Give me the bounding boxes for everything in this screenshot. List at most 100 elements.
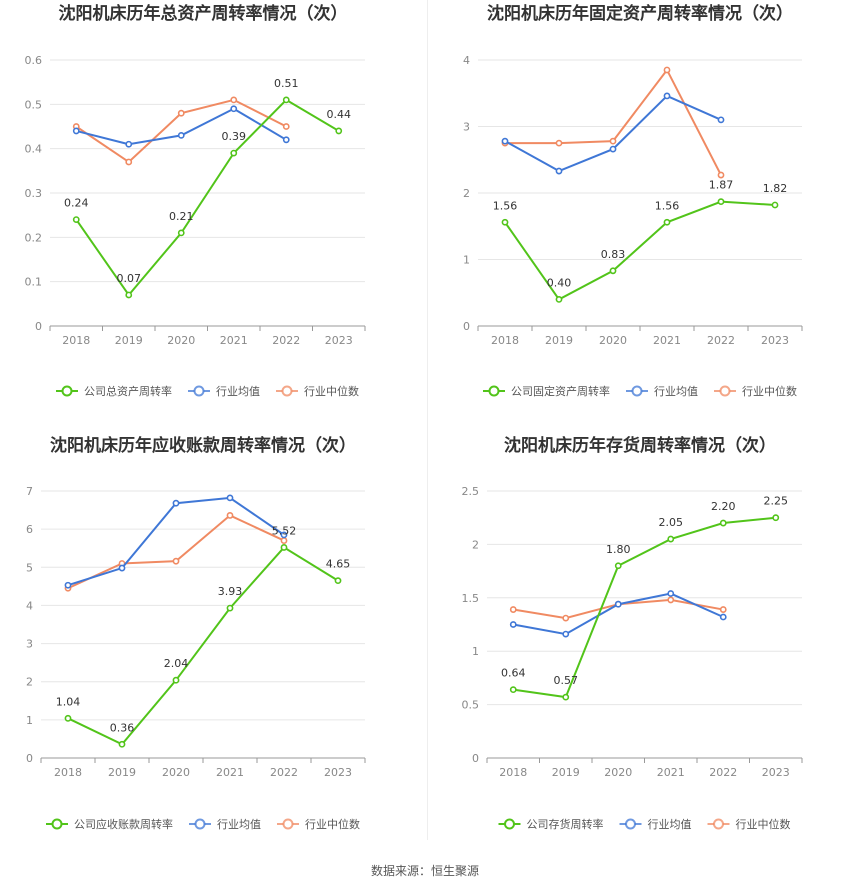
data-point-average bbox=[230, 105, 238, 113]
y-tick-label: 2.5 bbox=[462, 485, 480, 498]
data-label: 0.07 bbox=[117, 272, 142, 285]
chart-panel-fixed-asset-turnover: 沈阳机床历年固定资产周转率情况（次） 0 1 2 3 4 2018 2019 2020 2021 2… bbox=[425, 0, 850, 430]
data-point-median bbox=[282, 123, 290, 130]
y-tick-label: 3 bbox=[26, 638, 33, 651]
legend-label: 公司固定资产周转率 bbox=[511, 384, 610, 398]
data-point-median bbox=[509, 606, 517, 613]
data-label: 0.24 bbox=[64, 197, 89, 210]
data-label: 0.64 bbox=[501, 667, 526, 680]
data-point-median bbox=[719, 606, 727, 613]
data-point-average bbox=[72, 127, 80, 135]
x-tick-label: 2021 bbox=[216, 766, 244, 779]
chart-panel-receivables-turnover: 沈阳机床历年应收账款周转率情况（次） 0 1 2 3 4 5 6 7 2018 2019 2020 20… bbox=[0, 430, 425, 860]
data-label: 4.65 bbox=[326, 558, 351, 571]
data-point-average bbox=[562, 630, 570, 638]
data-label: 2.20 bbox=[711, 500, 736, 513]
data-point-company bbox=[562, 693, 570, 701]
data-point-median bbox=[717, 171, 725, 179]
data-point-average bbox=[719, 613, 727, 621]
y-tick-label: 0.6 bbox=[25, 54, 43, 67]
data-label: 0.40 bbox=[547, 276, 572, 289]
y-tick-label: 2 bbox=[472, 538, 479, 551]
data-point-median bbox=[663, 66, 671, 74]
series-line-company bbox=[75, 98, 340, 297]
legend-label: 公司存货周转率 bbox=[527, 817, 604, 831]
x-tick-label: 2019 bbox=[545, 334, 573, 347]
series-line-average bbox=[67, 496, 285, 587]
data-point-average bbox=[280, 531, 288, 539]
legend-marker-icon bbox=[51, 818, 63, 830]
data-point-company bbox=[719, 519, 727, 527]
data-point-company bbox=[177, 229, 185, 237]
data-point-average bbox=[125, 140, 133, 148]
data-label: 2.25 bbox=[764, 495, 789, 508]
data-point-median bbox=[667, 596, 675, 604]
x-tick-label: 2020 bbox=[599, 334, 627, 347]
data-label: 0.51 bbox=[274, 77, 299, 90]
series-line-company bbox=[504, 200, 776, 301]
x-tick-label: 2021 bbox=[220, 334, 248, 347]
data-label: 1.56 bbox=[655, 199, 680, 212]
data-point-company bbox=[772, 514, 780, 522]
y-tick-label: 1 bbox=[26, 714, 33, 727]
chart-title: 沈阳机床历年应收账款周转率情况（次） bbox=[50, 435, 356, 456]
data-point-company bbox=[118, 740, 126, 748]
x-tick-label: 2021 bbox=[653, 334, 681, 347]
data-point-average bbox=[501, 137, 509, 145]
y-tick-label: 0.2 bbox=[25, 231, 43, 244]
y-tick-label: 2 bbox=[463, 187, 470, 200]
data-point-company bbox=[226, 604, 234, 612]
legend-marker-icon bbox=[625, 818, 636, 830]
y-tick-label: 1.5 bbox=[462, 592, 480, 605]
legend-marker-icon bbox=[193, 385, 205, 397]
data-point-company bbox=[501, 218, 509, 226]
data-label: 5.52 bbox=[272, 524, 297, 537]
data-label: 0.83 bbox=[601, 248, 626, 261]
data-point-median bbox=[555, 139, 563, 147]
data-point-company bbox=[717, 198, 725, 206]
legend-label: 行业均值 bbox=[216, 385, 260, 398]
data-label: 0.21 bbox=[169, 210, 194, 223]
legend-label: 行业均值 bbox=[217, 818, 261, 831]
legend-marker-icon bbox=[61, 385, 73, 397]
data-label: 0.36 bbox=[110, 721, 135, 734]
x-tick-label: 2019 bbox=[552, 766, 580, 779]
legend-marker-icon bbox=[194, 818, 206, 830]
y-tick-label: 0 bbox=[26, 752, 33, 765]
legend-label: 行业中位数 bbox=[742, 384, 797, 398]
legend-label: 行业中位数 bbox=[305, 817, 360, 831]
x-tick-label: 2018 bbox=[499, 766, 527, 779]
data-label: 0.39 bbox=[222, 130, 247, 143]
data-label: 1.04 bbox=[56, 695, 81, 708]
y-tick-label: 3 bbox=[463, 121, 470, 134]
vertical-divider bbox=[427, 0, 428, 840]
legend-label: 公司总资产周转率 bbox=[84, 384, 172, 398]
series-line-company bbox=[67, 546, 339, 746]
x-tick-label: 2022 bbox=[272, 334, 300, 347]
data-point-median bbox=[177, 109, 185, 117]
legend-label: 行业均值 bbox=[648, 818, 692, 831]
data-point-company bbox=[609, 267, 617, 275]
legend-label: 行业中位数 bbox=[304, 384, 359, 398]
chart-inventory-turnover: 沈阳机床历年存货周转率情况（次） 0 0.5 1 1.5 2 2.5 2018 2019 2020… bbox=[462, 435, 803, 831]
chart-title: 沈阳机床历年固定资产周转率情况（次） bbox=[487, 3, 793, 24]
legend-item-average: 行业均值 bbox=[619, 818, 692, 831]
legend-label: 行业中位数 bbox=[736, 817, 791, 831]
legend-item-average: 行业均值 bbox=[189, 818, 261, 831]
data-point-company bbox=[555, 295, 563, 303]
y-tick-label: 0 bbox=[35, 320, 42, 333]
data-point-median bbox=[226, 512, 234, 519]
series-line-average bbox=[504, 94, 722, 173]
data-point-median bbox=[125, 158, 133, 166]
x-tick-label: 2021 bbox=[657, 766, 685, 779]
legend-marker-icon bbox=[719, 385, 731, 397]
x-tick-label: 2022 bbox=[707, 334, 735, 347]
data-point-company bbox=[663, 218, 671, 226]
data-point-median bbox=[562, 614, 570, 622]
data-label: 3.93 bbox=[218, 585, 243, 598]
chart-title: 沈阳机床历年总资产周转率情况（次） bbox=[59, 3, 348, 24]
data-point-average bbox=[172, 499, 180, 507]
legend-item-average: 行业均值 bbox=[188, 385, 260, 398]
chart-panel-inventory-turnover: 沈阳机床历年存货周转率情况（次） 0 0.5 1 1.5 2 2.5 2018 2019 2020… bbox=[425, 430, 850, 860]
y-tick-label: 6 bbox=[26, 523, 33, 536]
